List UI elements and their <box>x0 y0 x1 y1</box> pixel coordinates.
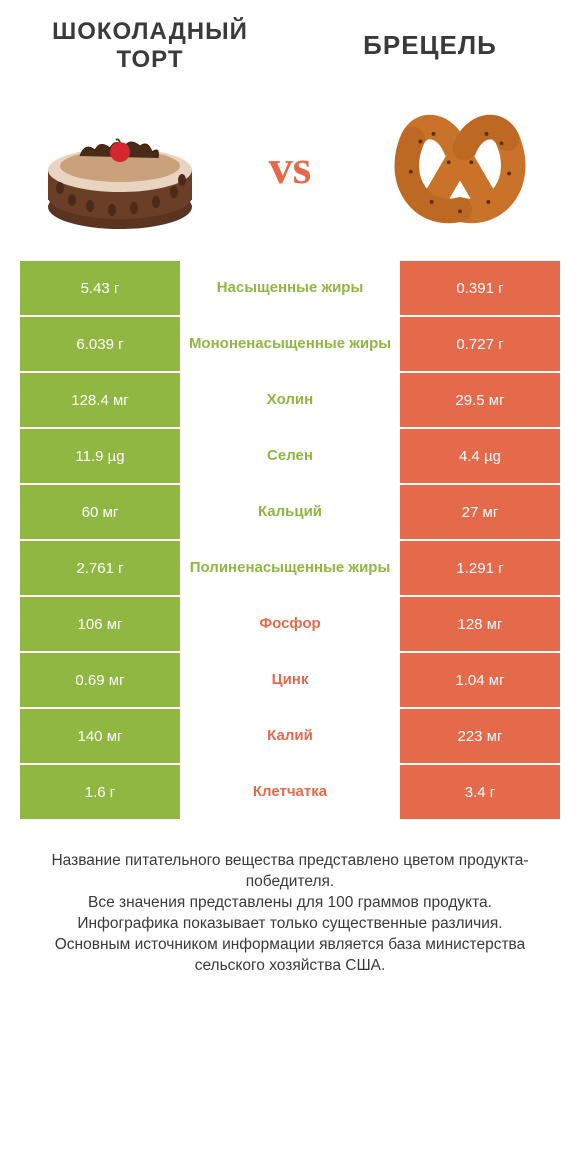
right-title: БРЕЦЕЛЬ <box>363 31 497 61</box>
right-value: 3.4 г <box>400 765 560 819</box>
right-value: 223 мг <box>400 709 560 763</box>
vs-row: vs <box>0 81 580 261</box>
nutrient-name: Холин <box>180 373 400 427</box>
footer-line3: Инфографика показывает только существенн… <box>22 914 558 935</box>
right-value: 29.5 мг <box>400 373 560 427</box>
right-value: 128 мг <box>400 597 560 651</box>
pretzel-image <box>370 92 550 242</box>
nutrient-name: Насыщенные жиры <box>180 261 400 315</box>
left-value: 6.039 г <box>20 317 180 371</box>
nutrient-name: Мононенасыщенные жиры <box>180 317 400 371</box>
table-row: 106 мгФосфор128 мг <box>20 597 560 651</box>
left-value: 5.43 г <box>20 261 180 315</box>
table-row: 140 мгКалий223 мг <box>20 709 560 763</box>
nutrient-name: Цинк <box>180 653 400 707</box>
nutrient-name: Селен <box>180 429 400 483</box>
left-value: 60 мг <box>20 485 180 539</box>
right-value: 0.391 г <box>400 261 560 315</box>
table-row: 2.761 гПолиненасыщенные жиры1.291 г <box>20 541 560 595</box>
left-title-box: ШОКОЛАДНЫЙ ТОРТ <box>10 18 290 73</box>
table-row: 128.4 мгХолин29.5 мг <box>20 373 560 427</box>
table-row: 0.69 мгЦинк1.04 мг <box>20 653 560 707</box>
left-value: 106 мг <box>20 597 180 651</box>
header: ШОКОЛАДНЫЙ ТОРТ БРЕЦЕЛЬ <box>0 0 580 81</box>
comparison-table: 5.43 гНасыщенные жиры0.391 г6.039 гМонон… <box>0 261 580 821</box>
cake-image <box>30 92 210 242</box>
footer-line1: Название питательного вещества представл… <box>22 851 558 893</box>
left-value: 128.4 мг <box>20 373 180 427</box>
nutrient-name: Клетчатка <box>180 765 400 819</box>
left-value: 11.9 µg <box>20 429 180 483</box>
right-value: 27 мг <box>400 485 560 539</box>
right-value: 4.4 µg <box>400 429 560 483</box>
vs-label: vs <box>269 140 312 195</box>
table-row: 11.9 µgСелен4.4 µg <box>20 429 560 483</box>
left-value: 1.6 г <box>20 765 180 819</box>
nutrient-name: Полиненасыщенные жиры <box>180 541 400 595</box>
left-value: 0.69 мг <box>20 653 180 707</box>
nutrient-name: Фосфор <box>180 597 400 651</box>
left-title-line1: ШОКОЛАДНЫЙ <box>52 18 248 45</box>
footer-line2: Все значения представлены для 100 граммо… <box>22 893 558 914</box>
left-value: 140 мг <box>20 709 180 763</box>
right-value: 1.291 г <box>400 541 560 595</box>
table-row: 6.039 гМононенасыщенные жиры0.727 г <box>20 317 560 371</box>
nutrient-name: Калий <box>180 709 400 763</box>
footer-notes: Название питательного вещества представл… <box>0 821 580 977</box>
table-row: 1.6 гКлетчатка3.4 г <box>20 765 560 819</box>
infographic-container: ШОКОЛАДНЫЙ ТОРТ БРЕЦЕЛЬ <box>0 0 580 1174</box>
left-title: ШОКОЛАДНЫЙ ТОРТ <box>10 18 290 73</box>
right-value: 1.04 мг <box>400 653 560 707</box>
right-value: 0.727 г <box>400 317 560 371</box>
left-value: 2.761 г <box>20 541 180 595</box>
table-row: 60 мгКальций27 мг <box>20 485 560 539</box>
nutrient-name: Кальций <box>180 485 400 539</box>
left-title-line2: ТОРТ <box>116 46 183 73</box>
right-title-box: БРЕЦЕЛЬ <box>290 18 570 73</box>
footer-line4: Основным источником информации является … <box>22 935 558 977</box>
table-row: 5.43 гНасыщенные жиры0.391 г <box>20 261 560 315</box>
